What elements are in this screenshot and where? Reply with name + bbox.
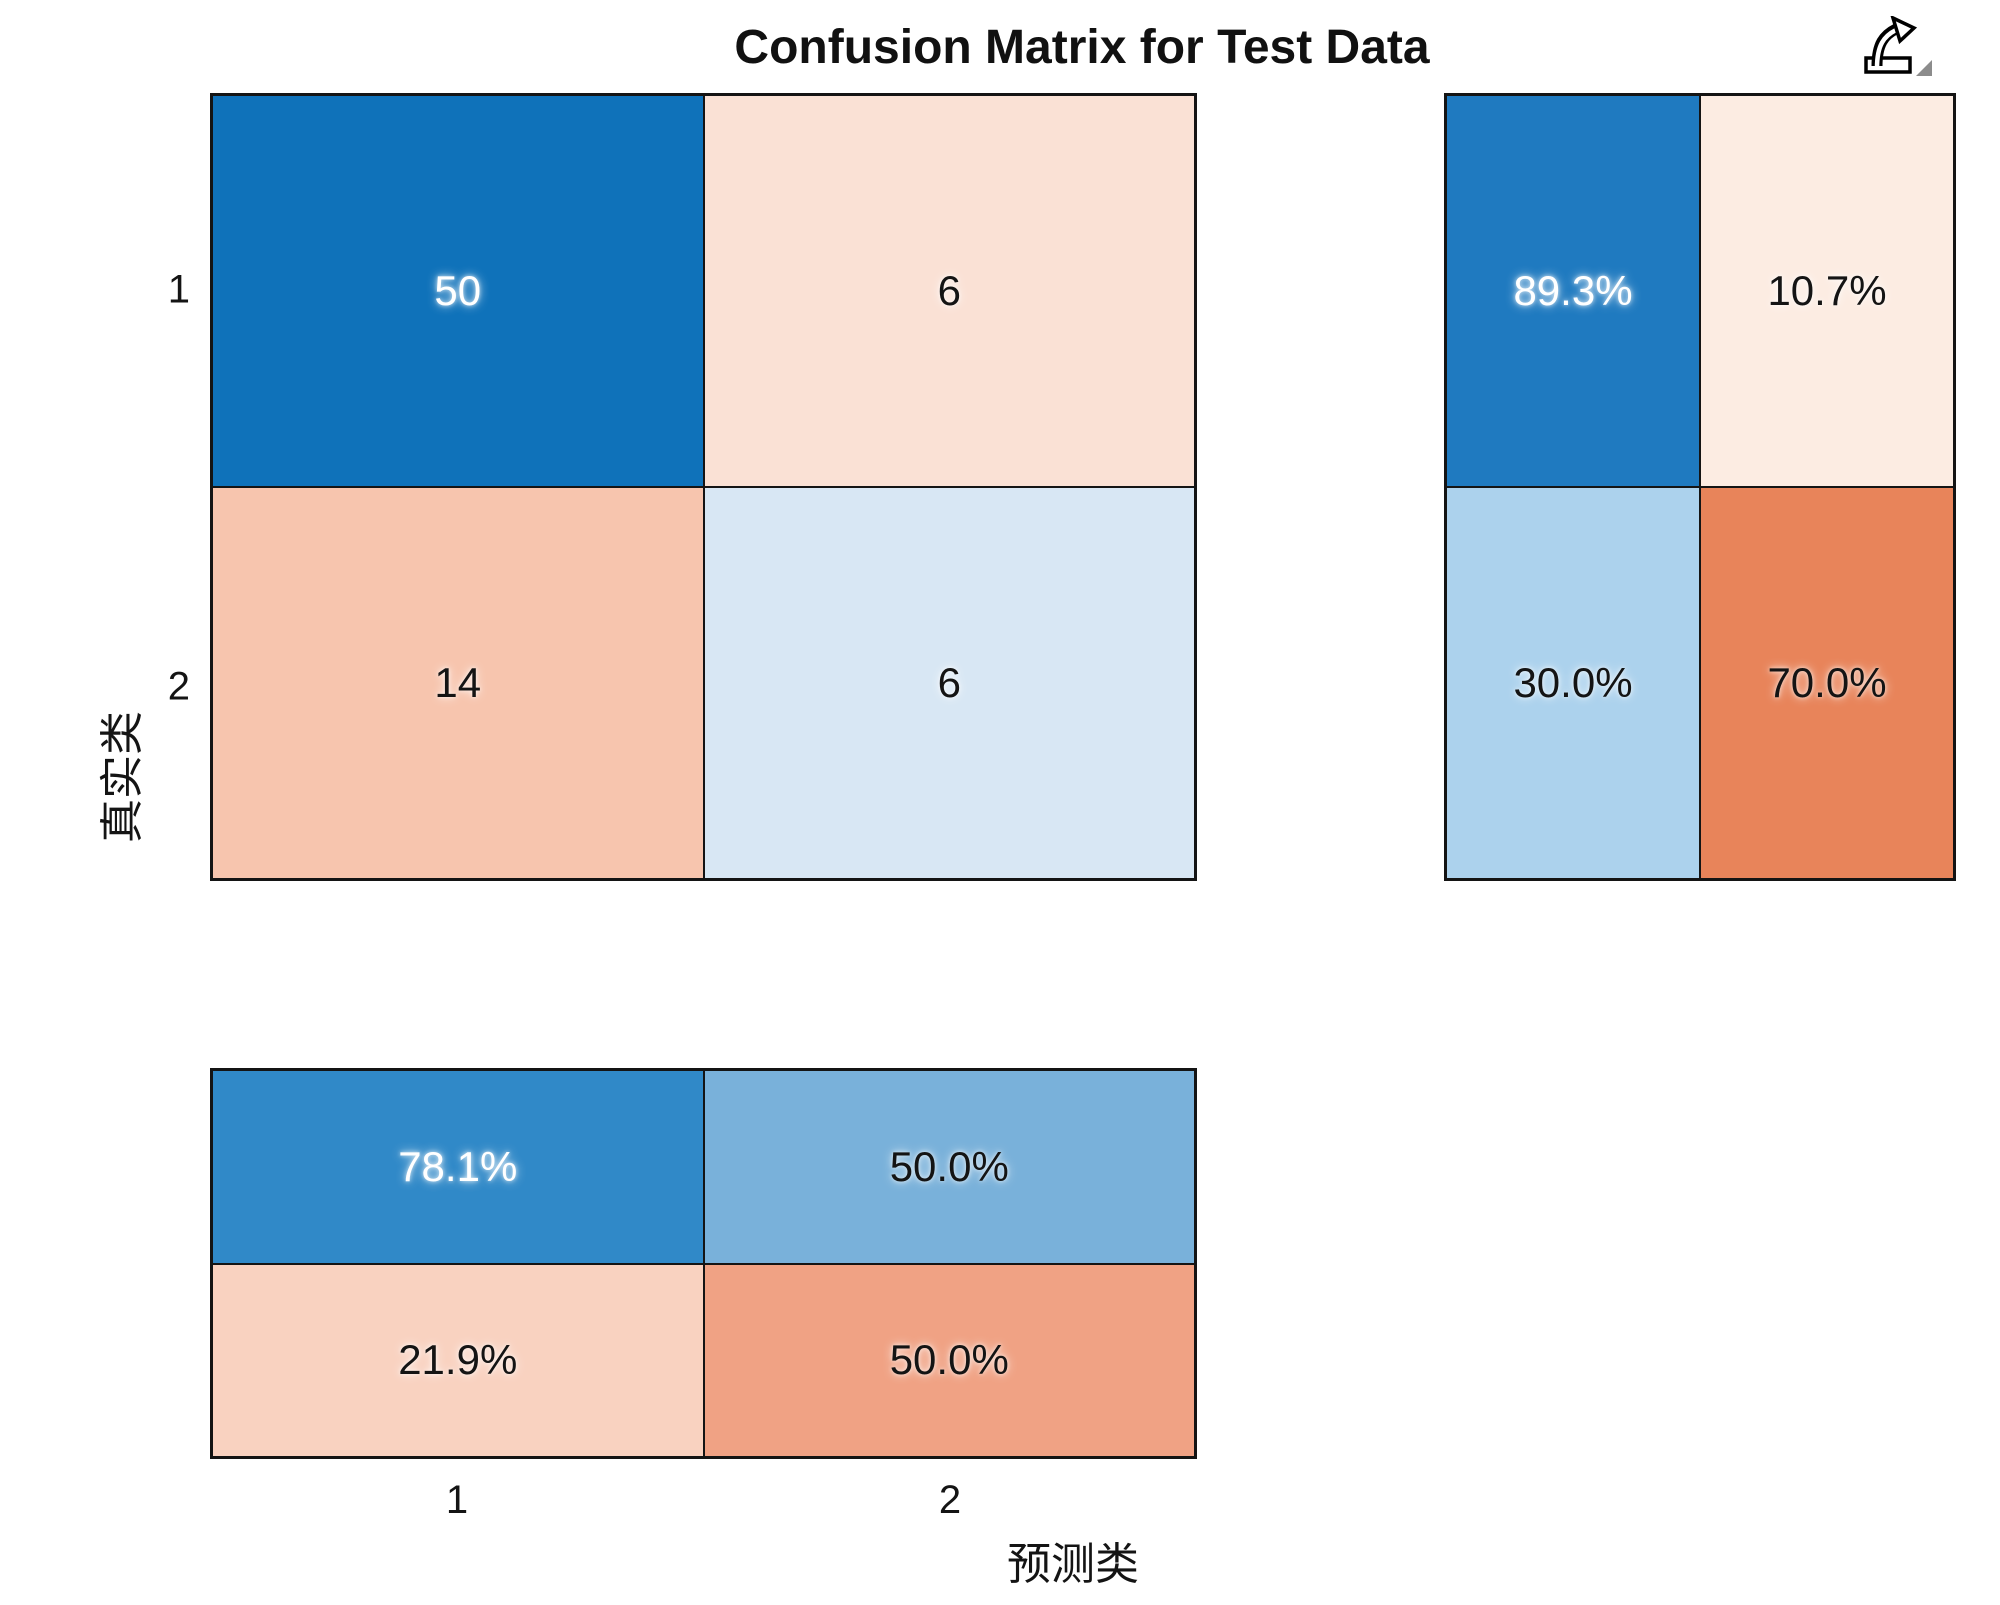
column-summary-matrix: 78.1% 50.0% 21.9% 50.0% xyxy=(210,1068,1197,1459)
col-summary-cell-r2c2: 50.0% xyxy=(703,1263,1195,1457)
row-summary-matrix: 89.3% 10.7% 30.0% 70.0% xyxy=(1444,93,1956,881)
chart-title: Confusion Matrix for Test Data xyxy=(734,21,1430,74)
y-tick-1: 1 xyxy=(167,267,190,312)
matrix-cell-r1c2: 6 xyxy=(703,95,1195,487)
x-axis-label: 预测类 xyxy=(1007,1540,1139,1589)
row-summary-cell-r1c2: 10.7% xyxy=(1700,95,1954,487)
matrix-cell-r2c1: 14 xyxy=(212,487,704,879)
col-summary-cell-r1c1: 78.1% xyxy=(212,1070,704,1264)
matrix-cell-r2c2: 6 xyxy=(703,487,1195,879)
row-summary-cell-r2c2: 70.0% xyxy=(1700,487,1954,879)
col-summary-cell-r1c2: 50.0% xyxy=(703,1070,1195,1264)
matrix-cell-r1c1: 50 xyxy=(212,95,704,487)
export-button[interactable] xyxy=(1858,12,1938,84)
row-summary-cell-r1c1: 89.3% xyxy=(1446,95,1700,487)
export-icon xyxy=(1862,16,1934,80)
x-tick-1: 1 xyxy=(445,1478,469,1522)
y-axis-label: 真实类 xyxy=(98,711,147,843)
y-tick-2: 2 xyxy=(167,664,190,709)
row-summary-cell-r2c1: 30.0% xyxy=(1446,487,1700,879)
main-confusion-matrix: 50 6 14 6 xyxy=(210,93,1197,881)
x-tick-2: 2 xyxy=(938,1478,962,1522)
col-summary-cell-r2c1: 21.9% xyxy=(212,1263,704,1457)
